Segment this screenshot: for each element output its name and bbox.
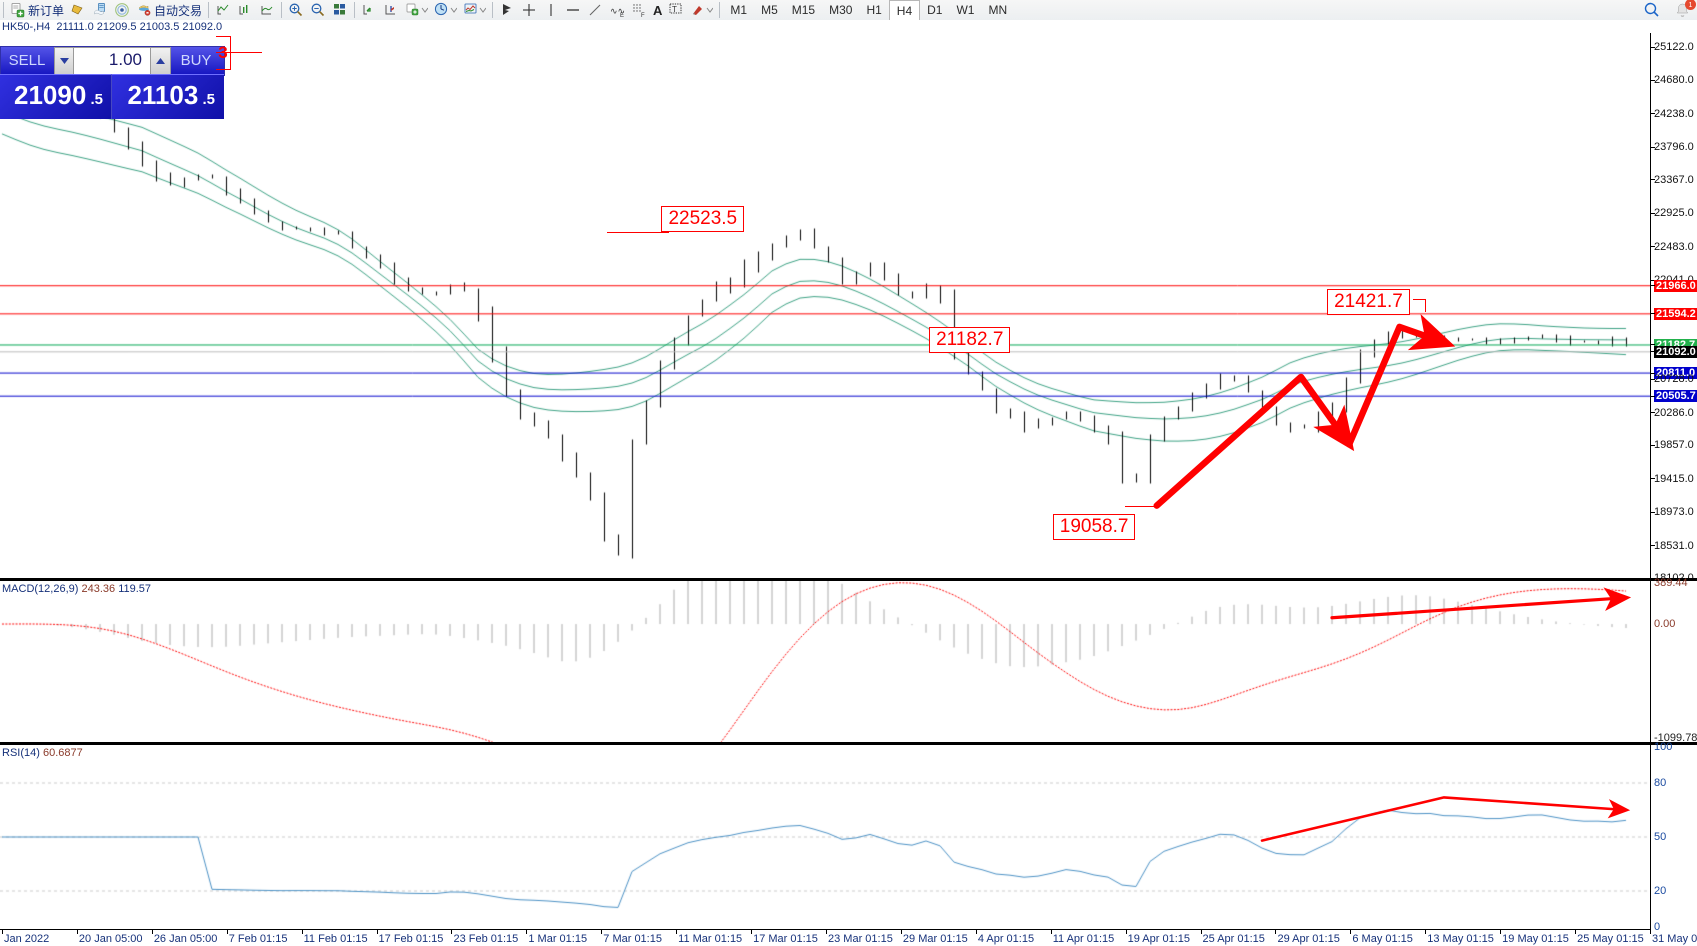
svg-text:E: E (620, 13, 624, 18)
svg-text:F: F (641, 13, 645, 18)
svg-text:1: 1 (1689, 2, 1693, 9)
svg-text:T: T (672, 5, 677, 14)
